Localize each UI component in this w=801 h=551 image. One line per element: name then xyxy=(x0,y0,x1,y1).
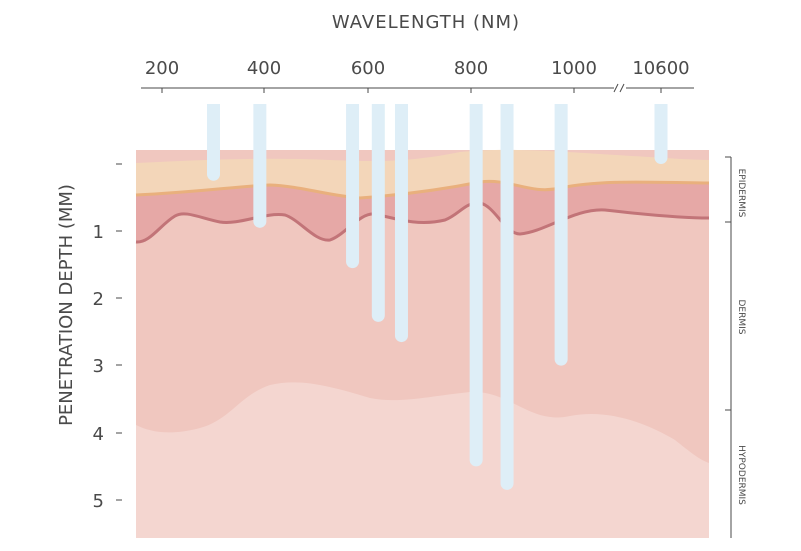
dermis-boundary-line xyxy=(135,201,710,244)
y-tick-labels: 1 2 3 4 5 xyxy=(93,222,104,512)
x-axis-title: WAVELENGTH (NM) xyxy=(332,12,520,33)
x-tick-label-400: 400 xyxy=(247,58,281,79)
layer-label-epidermis: EPIDERMIS xyxy=(736,169,746,218)
light-beam-570nm xyxy=(346,104,360,269)
light-beams xyxy=(207,104,668,490)
light-beam-390nm xyxy=(253,104,267,228)
y-tick-label-4: 4 xyxy=(93,424,104,445)
x-tick-label-600: 600 xyxy=(351,58,385,79)
x-tick-label-200: 200 xyxy=(145,58,179,79)
light-beam-665nm xyxy=(394,104,408,343)
y-axis-title: PENETRATION DEPTH (MM) xyxy=(56,184,77,426)
x-tick-label-10600: 10600 xyxy=(632,58,689,79)
hypodermis-region xyxy=(136,382,709,538)
x-tick-labels: 200 400 600 800 1000 10600 xyxy=(145,58,690,79)
skin-layers xyxy=(135,149,710,538)
x-axis xyxy=(141,83,694,93)
y-tick-label-1: 1 xyxy=(93,222,104,243)
light-beam-620nm xyxy=(371,104,385,322)
x-tick-label-1000: 1000 xyxy=(551,58,597,79)
y-tick-label-5: 5 xyxy=(93,491,104,512)
layer-bracket xyxy=(725,156,732,538)
layer-label-dermis: DERMIS xyxy=(736,299,746,334)
layer-label-hypodermis: HYPODERMIS xyxy=(736,445,746,505)
light-beam-975nm xyxy=(554,104,568,366)
light-beam-870nm xyxy=(500,104,514,490)
y-tick-label-3: 3 xyxy=(93,356,104,377)
axis-break-icon xyxy=(613,83,625,93)
light-beam-810nm xyxy=(469,104,483,467)
x-tick-label-800: 800 xyxy=(454,58,488,79)
layer-labels: EPIDERMIS DERMIS HYPODERMIS xyxy=(736,169,746,506)
y-tick-label-2: 2 xyxy=(93,289,104,310)
light-beam-300nm xyxy=(207,104,220,181)
light-beam-10600nm xyxy=(654,104,668,164)
y-axis-ticks xyxy=(116,163,122,501)
